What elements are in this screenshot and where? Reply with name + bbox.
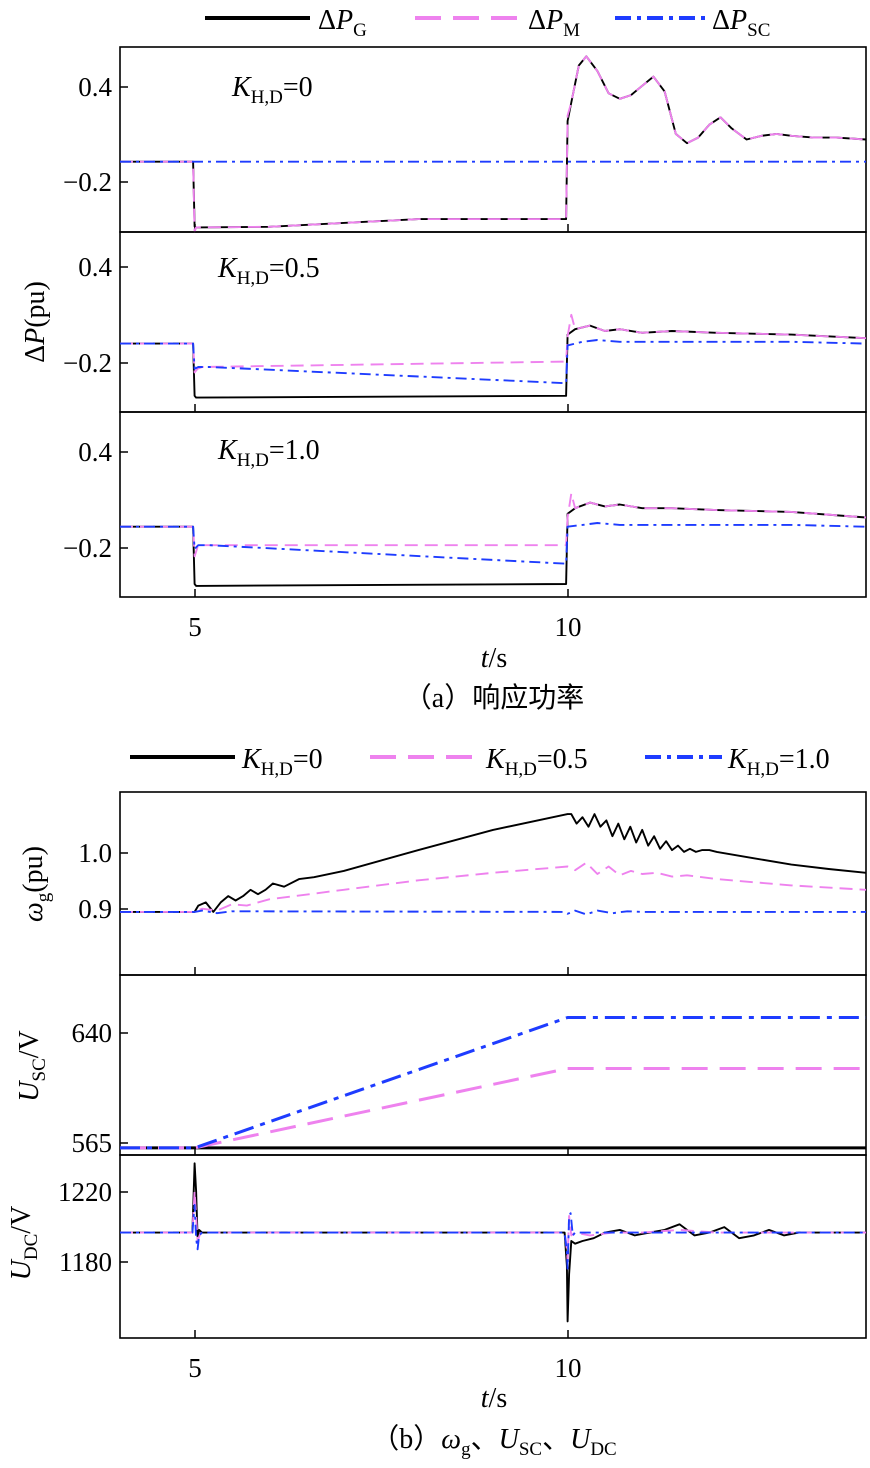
series-a2-1 — [120, 313, 867, 374]
part-a-caption: （a）响应功率 — [404, 682, 584, 714]
legend-b: KH,D=0 KH,D=0.5 KH,D=1.0 — [130, 744, 830, 780]
legend-a-item-2: ΔPSC — [615, 5, 770, 41]
series-b1-2 — [120, 909, 866, 916]
panel-a2-plot — [120, 313, 867, 399]
legend-a-label-2: ΔPSC — [712, 5, 770, 41]
panel-b1-ytick-label-1: 0.9 — [78, 894, 112, 924]
series-b3-1 — [120, 1190, 866, 1262]
legend-a-item-1: ΔPM — [415, 5, 580, 41]
panel-a2-ytick-label-0: 0.4 — [78, 252, 112, 282]
legend-b-label-2: KH,D=1.0 — [727, 744, 830, 780]
panel-a3-ytick-label-1: −0.2 — [63, 533, 112, 563]
panel-b3: 1220 1180 UDC/V — [6, 1154, 867, 1339]
series-b1-0 — [120, 813, 867, 913]
legend-a-item-0: ΔPG — [205, 5, 367, 41]
panel-b3-plot — [120, 1162, 866, 1323]
panel-a2: 0.4 −0.2 KH,D=0.5 — [63, 231, 867, 413]
legend-b-item-1: KH,D=0.5 — [370, 744, 588, 780]
panel-a2-label: KH,D=0.5 — [217, 253, 320, 289]
series-b3-2 — [120, 1203, 866, 1270]
series-b2-1 — [120, 1067, 866, 1150]
series-a2-2 — [120, 339, 867, 385]
panel-b1-frame — [119, 791, 867, 976]
series-b2-2 — [120, 1016, 866, 1150]
panel-b3-ylabel: UDC/V — [6, 1206, 42, 1281]
panel-b2-ytick-label-0: 640 — [72, 1018, 113, 1048]
panel-b2-frame — [119, 974, 867, 1156]
panel-b2: 640 565 USC/V — [14, 974, 867, 1158]
panel-a3-ytick-label-0: 0.4 — [78, 437, 112, 467]
panel-b1-plot — [120, 813, 867, 916]
part-b-xtick-label-1: 10 — [555, 1353, 582, 1383]
panel-b2-ylabel: USC/V — [14, 1030, 50, 1101]
legend-a-label-0: ΔPG — [318, 5, 367, 41]
legend-b-item-2: KH,D=1.0 — [645, 744, 830, 780]
part-a-xtick-label-0: 5 — [188, 612, 202, 642]
series-a2-0 — [120, 324, 867, 399]
panel-b3-frame — [119, 1154, 867, 1339]
part-b-caption: （b）ωg、USC、UDC — [371, 1423, 616, 1460]
part-a-ylabel: ΔP(pu) — [20, 281, 51, 363]
panel-a2-ytick-label-1: −0.2 — [63, 348, 112, 378]
series-a3-2 — [120, 522, 867, 565]
series-a1-1 — [120, 55, 867, 233]
panel-b1-ytick-label-0: 1.0 — [78, 838, 112, 868]
series-b1-1 — [120, 861, 867, 913]
part-b-xlabel: t/s — [481, 1383, 507, 1414]
panel-a3-label: KH,D=1.0 — [217, 435, 320, 471]
panel-a3: 0.4 −0.2 KH,D=1.0 — [63, 411, 867, 598]
panel-a1-label: KH,D=0 — [231, 72, 313, 108]
panel-b1: 1.0 0.9 ωg(pu) — [18, 791, 867, 976]
panel-b1-ylabel: ωg(pu) — [18, 846, 54, 922]
panel-b3-ytick-label-0: 1220 — [58, 1177, 112, 1207]
legend-b-label-1: KH,D=0.5 — [485, 744, 588, 780]
series-b3-0 — [120, 1162, 866, 1323]
panel-a1: 0.4 −0.2 KH,D=0 — [63, 46, 867, 233]
legend-a-label-1: ΔPM — [528, 5, 580, 41]
part-b-xtick-label-0: 5 — [188, 1353, 202, 1383]
legend-b-label-0: KH,D=0 — [241, 744, 323, 780]
panel-a3-plot — [120, 492, 867, 587]
panel-b2-ytick-label-1: 565 — [72, 1128, 113, 1158]
legend-a: ΔPG ΔPM ΔPSC — [205, 5, 770, 41]
panel-b3-ytick-label-1: 1180 — [59, 1247, 112, 1277]
panel-b2-plot — [120, 1016, 866, 1150]
panel-a3-frame — [119, 411, 867, 598]
part-a-xlabel: t/s — [481, 643, 507, 674]
series-a3-1 — [120, 492, 867, 558]
panel-a1-ytick-label-0: 0.4 — [78, 72, 112, 102]
panel-a1-ytick-label-1: −0.2 — [63, 167, 112, 197]
legend-b-item-0: KH,D=0 — [130, 744, 323, 780]
part-a-xtick-label-1: 10 — [555, 612, 582, 642]
panel-a1-plot — [120, 55, 867, 233]
